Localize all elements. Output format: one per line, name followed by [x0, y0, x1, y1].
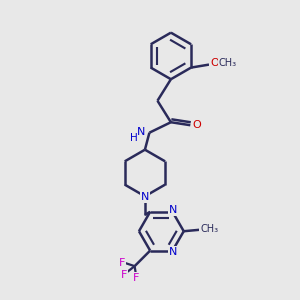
- Text: CH₃: CH₃: [218, 58, 237, 68]
- Text: N: N: [169, 205, 177, 215]
- Text: CH₃: CH₃: [200, 224, 218, 234]
- Text: O: O: [193, 120, 201, 130]
- Text: F: F: [119, 258, 125, 268]
- Text: O: O: [210, 58, 219, 68]
- Text: H: H: [130, 133, 138, 143]
- Text: N: N: [137, 127, 145, 137]
- Text: F: F: [121, 269, 128, 280]
- Text: N: N: [141, 192, 149, 202]
- Text: F: F: [133, 273, 139, 283]
- Text: N: N: [169, 247, 177, 257]
